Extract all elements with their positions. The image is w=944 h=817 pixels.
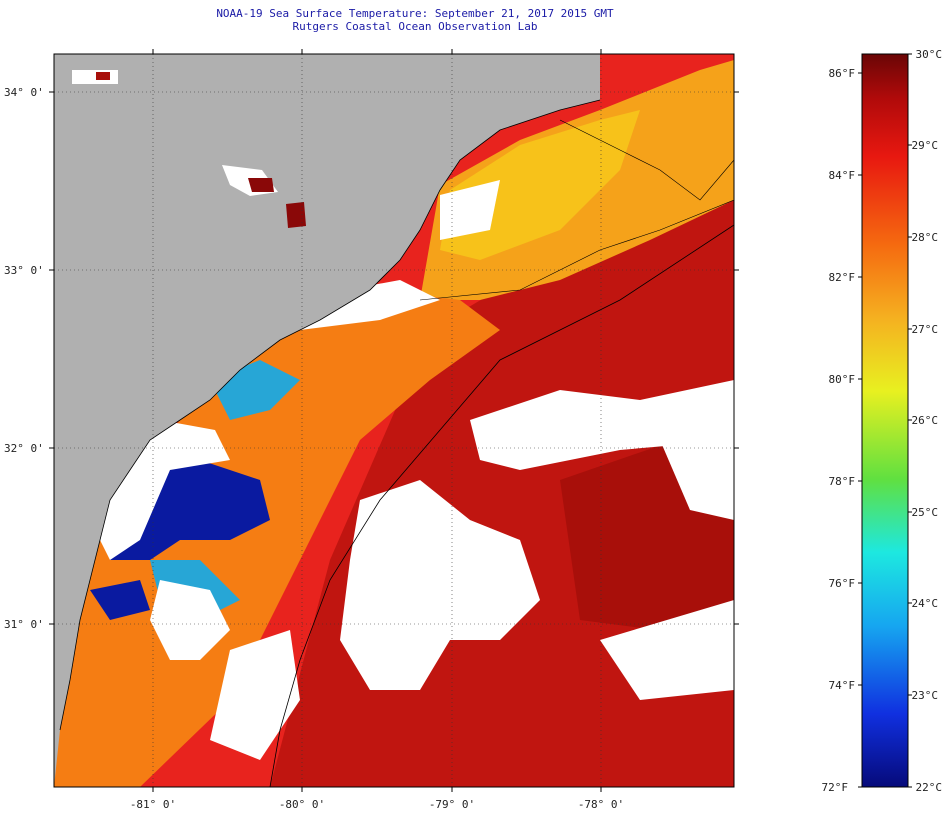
map-frame xyxy=(53,53,735,788)
lon-label: -79° 0' xyxy=(429,798,475,811)
colorbar-f-label: 80°F xyxy=(829,373,856,386)
colorbar-c-label: 24°C xyxy=(912,597,939,610)
lon-label: -80° 0' xyxy=(279,798,325,811)
lat-label: 31° 0' xyxy=(4,618,44,631)
shelf-contour xyxy=(269,224,734,787)
land-region xyxy=(54,54,600,787)
lon-label: -78° 0' xyxy=(578,798,624,811)
lat-label: 32° 0' xyxy=(4,442,44,455)
colorbar-c-label: 29°C xyxy=(912,139,939,152)
colorbar-c-label: 28°C xyxy=(912,231,939,244)
tick-marks xyxy=(49,49,739,792)
colorbar-f-label: 84°F xyxy=(829,169,856,182)
lon-label: -81° 0' xyxy=(130,798,176,811)
lat-label: 34° 0' xyxy=(4,86,44,99)
colorbar-f-label: 76°F xyxy=(829,577,856,590)
colorbar-f-label: 74°F xyxy=(829,679,856,692)
colorbar-c-label: 25°C xyxy=(912,506,939,519)
map-title: NOAA-19 Sea Surface Temperature: Septemb… xyxy=(216,7,614,20)
colorbar xyxy=(861,53,909,788)
colorbar-f-label: 72°F xyxy=(822,781,849,794)
colorbar-f-label: 86°F xyxy=(829,67,856,80)
colorbar-c-label: 26°C xyxy=(912,414,939,427)
sst-field xyxy=(54,54,734,787)
graticule xyxy=(54,54,734,787)
map-subtitle: Rutgers Coastal Ocean Observation Lab xyxy=(292,20,538,33)
lat-label: 33° 0' xyxy=(4,264,44,277)
colorbar-c-label: 23°C xyxy=(912,689,939,702)
colorbar-c-label: 30°C xyxy=(916,48,943,61)
colorbar-f-label: 82°F xyxy=(829,271,856,284)
colorbar-c-label: 22°C xyxy=(916,781,943,794)
coastline xyxy=(59,99,601,731)
colorbar-ticks xyxy=(858,53,912,788)
colorbar-c-label: 27°C xyxy=(912,323,939,336)
colorbar-f-label: 78°F xyxy=(829,475,856,488)
